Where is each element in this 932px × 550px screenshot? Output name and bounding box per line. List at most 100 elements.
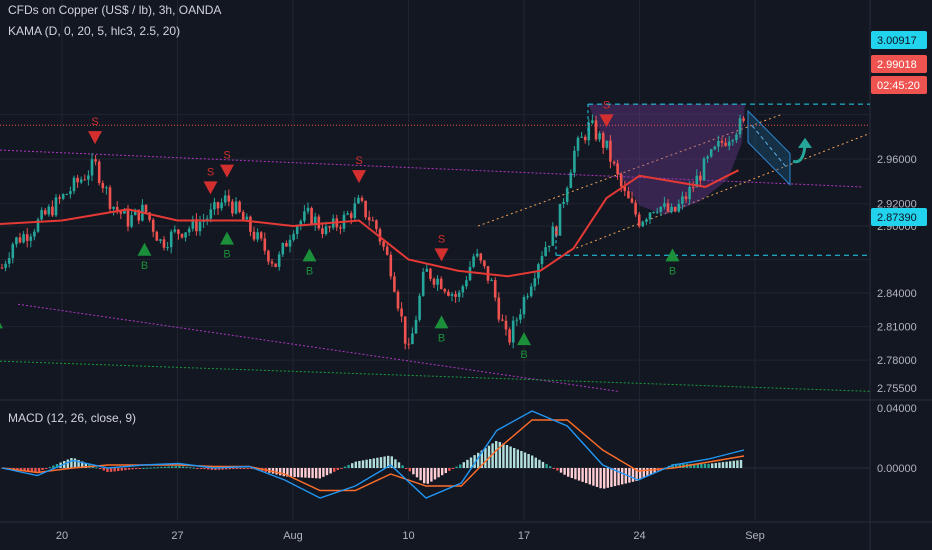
price-tag-current: 2.99018 <box>877 59 917 71</box>
price-tick-label: 2.81000 <box>877 322 917 334</box>
macd-histogram-bar <box>77 459 80 468</box>
candle-body <box>238 201 241 213</box>
candle-body <box>717 140 720 147</box>
candle-body <box>36 219 40 232</box>
macd-histogram-bar <box>646 468 649 477</box>
trend-upper-line <box>477 113 783 227</box>
macd-histogram-bar <box>401 465 404 468</box>
candle-body <box>87 175 90 180</box>
macd-histogram-bar <box>433 468 437 480</box>
macd-histogram-bar <box>293 468 296 477</box>
candle-body <box>436 278 439 285</box>
macd-histogram-bar <box>595 468 599 487</box>
candle-body <box>389 254 393 277</box>
candle-body <box>119 210 123 214</box>
candle-body <box>155 231 159 241</box>
candle-body <box>123 209 126 214</box>
macd-histogram-bar <box>516 449 519 468</box>
macd-histogram-bar <box>477 452 480 468</box>
candle-body <box>22 234 25 243</box>
candle-body <box>79 179 83 183</box>
time-tick-label: Aug <box>283 530 303 542</box>
macd-histogram-bar <box>649 468 653 475</box>
candle-body <box>303 211 306 221</box>
candle-body <box>270 261 274 264</box>
candle-body <box>393 276 396 292</box>
macd-histogram-bar <box>675 463 678 468</box>
candle-body <box>328 226 331 228</box>
candle-body <box>573 150 576 173</box>
candle-body <box>267 250 270 262</box>
macd-histogram-bar <box>192 467 195 469</box>
macd-histogram-bar <box>325 468 329 476</box>
candle-body <box>403 316 407 344</box>
macd-histogram-bar <box>365 459 368 468</box>
price-tag-top-level: 3.00917 <box>877 35 917 47</box>
macd-histogram-bar <box>387 455 390 468</box>
buy-signal-marker <box>137 242 152 256</box>
macd-histogram-bar <box>135 468 138 469</box>
candle-body <box>576 137 580 151</box>
macd-histogram-bar <box>181 466 185 468</box>
macd-histogram-bar <box>725 461 728 468</box>
price-tag-top-level-bg <box>871 31 927 49</box>
macd-histogram-bar <box>167 466 170 468</box>
candle-body <box>54 197 58 216</box>
candle-body <box>544 247 547 257</box>
candle-body <box>551 226 555 246</box>
candle-body <box>339 227 342 229</box>
macd-histogram-bar <box>156 467 159 469</box>
macd-histogram-bar <box>567 468 570 477</box>
candle-body <box>249 216 252 232</box>
candle-body <box>7 258 11 264</box>
price-tag-countdown-bg <box>871 76 927 94</box>
candle-body <box>411 333 414 345</box>
candle-body <box>90 159 94 176</box>
macd-histogram-bar <box>207 468 210 470</box>
candle-body <box>634 202 637 215</box>
candle-body <box>511 320 515 343</box>
macd-histogram-bar <box>322 468 325 477</box>
macd-histogram-bar <box>700 463 703 468</box>
macd-histogram-bar <box>379 457 383 468</box>
candle-body <box>216 202 220 209</box>
macd-histogram-bar <box>498 442 501 468</box>
sell-signal-marker <box>88 131 102 145</box>
candle-body <box>490 280 493 282</box>
macd-histogram-bar <box>27 468 30 472</box>
candle-body <box>673 206 677 212</box>
candle-body <box>594 120 598 140</box>
candle-body <box>43 210 47 215</box>
candle-body <box>324 226 328 235</box>
candle-body <box>443 289 447 292</box>
candle-body <box>11 244 15 259</box>
macd-histogram-bar <box>538 459 541 468</box>
macd-histogram-bar <box>343 466 347 468</box>
candle-body <box>670 206 673 212</box>
kama-line <box>0 169 739 278</box>
candle-body <box>169 231 173 248</box>
candle-body <box>94 159 97 162</box>
candle-body <box>180 233 184 238</box>
macd-histogram-bar <box>358 460 361 468</box>
macd-histogram-bar <box>613 468 617 487</box>
projection-flag <box>747 109 791 186</box>
buy-signal-label: B <box>669 265 676 277</box>
time-tick-label: 17 <box>518 530 530 542</box>
macd-histogram-bar <box>502 443 505 468</box>
macd-histogram-bar <box>372 458 375 468</box>
candle-body <box>724 142 727 146</box>
macd-histogram-bar <box>73 458 77 468</box>
sell-signal-marker <box>203 181 218 195</box>
macd-histogram-bar <box>333 468 336 472</box>
candle-body <box>360 197 364 201</box>
macd-histogram-bar <box>642 468 645 478</box>
channel-lower-line <box>17 303 619 392</box>
macd-histogram-bar <box>351 463 354 468</box>
macd-histogram-bar <box>239 468 242 469</box>
candle-body <box>177 229 180 234</box>
macd-histogram-bar <box>91 465 95 468</box>
macd-histogram-bar <box>109 468 113 472</box>
candle-body <box>367 217 371 221</box>
